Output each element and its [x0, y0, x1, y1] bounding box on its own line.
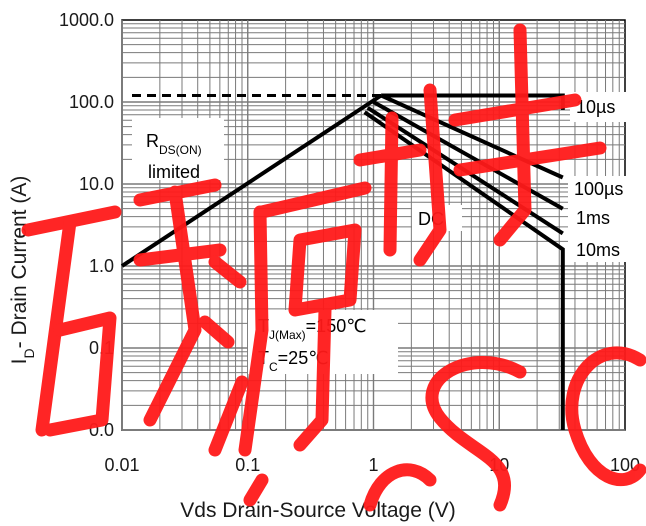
series-line-1ms	[372, 100, 564, 211]
x-tick-label: 0.1	[235, 455, 260, 475]
label-10ms: 10ms	[576, 240, 620, 260]
pulse-labels: 10µs 100µs 1ms 10ms	[568, 92, 636, 262]
x-tick-label: 0.01	[104, 455, 139, 475]
x-axis-label: Vds Drain-Source Voltage (V)	[180, 499, 455, 522]
x-tick-label: 1	[368, 455, 378, 475]
rds-on-label-box: RDS(ON) limited	[132, 118, 224, 182]
y-tick-label: 100.0	[69, 92, 114, 112]
y-tick-label: 1000.0	[59, 10, 114, 30]
rds-on-label: RDS(ON)	[146, 131, 202, 157]
rds-limited-label: limited	[148, 162, 200, 182]
y-tick-label: 10.0	[79, 174, 114, 194]
y-axis-label: ID- Drain Current (A)	[8, 176, 37, 365]
rds-on-limit-line	[120, 93, 383, 268]
watermark	[21, 23, 646, 512]
label-10us: 10µs	[576, 97, 615, 117]
y-tick-label: 1.0	[89, 256, 114, 276]
label-1ms: 1ms	[576, 208, 610, 228]
label-100us: 100µs	[574, 179, 623, 199]
